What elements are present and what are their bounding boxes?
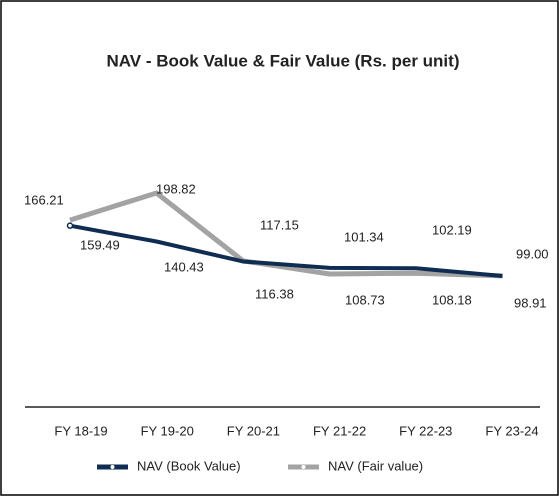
legend-label: NAV (Fair value) [328, 458, 423, 473]
legend-marker [301, 465, 306, 469]
series-line [69, 190, 503, 279]
data-label: 166.21 [24, 192, 64, 207]
point-marker [66, 222, 74, 229]
data-label: 98.91 [514, 295, 547, 310]
x-tick-label: FY 18-19 [54, 423, 107, 438]
x-tick-label: FY 19-20 [141, 423, 194, 438]
x-tick-label: FY 20-21 [227, 423, 280, 438]
data-label: 108.73 [345, 292, 385, 307]
data-label: 159.49 [80, 237, 120, 252]
data-label: 99.00 [516, 246, 549, 261]
legend-marker [110, 465, 115, 469]
data-label: 108.18 [432, 292, 472, 307]
chart-title: NAV - Book Value & Fair Value (Rs. per u… [107, 51, 460, 70]
legend-label: NAV (Book Value) [137, 458, 241, 473]
data-label: 198.82 [156, 181, 196, 196]
series-line [69, 223, 503, 278]
x-tick-label: FY 22-23 [399, 423, 452, 438]
data-label: 140.43 [164, 259, 204, 274]
data-label: 116.38 [255, 286, 294, 301]
x-tick-label: FY 23-24 [485, 423, 538, 438]
data-label: 117.15 [260, 217, 299, 232]
data-label: 101.34 [344, 229, 384, 244]
data-label: 102.19 [432, 222, 472, 237]
x-tick-label: FY 21-22 [313, 423, 366, 438]
